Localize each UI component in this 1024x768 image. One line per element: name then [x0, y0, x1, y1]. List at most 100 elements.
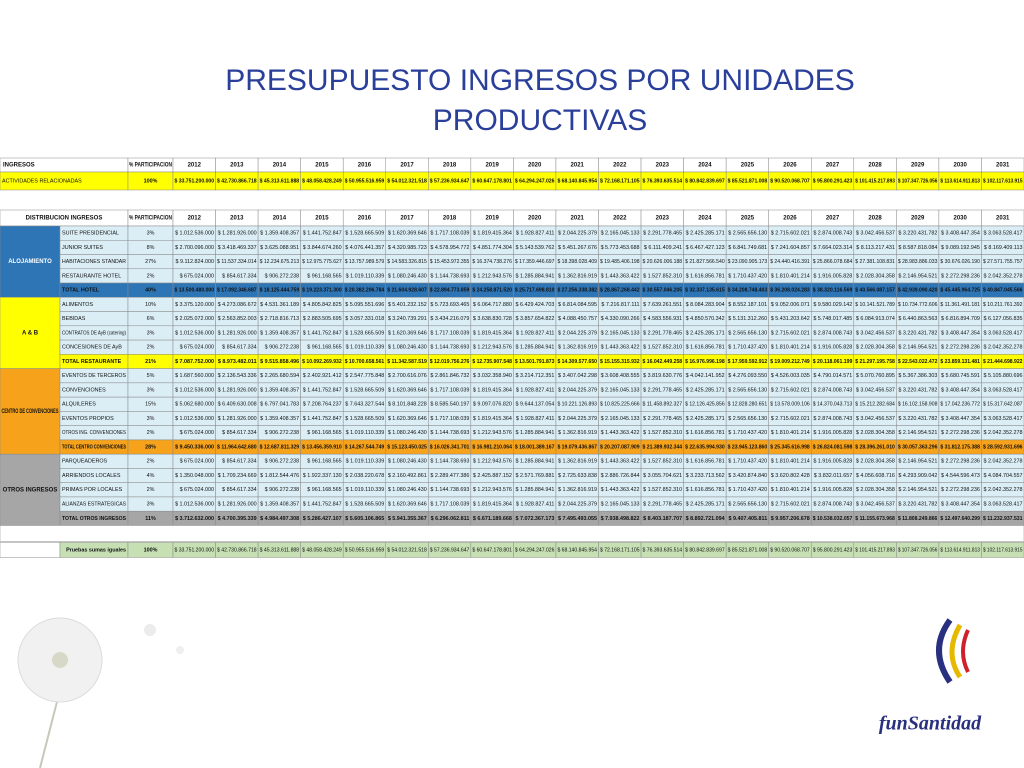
- cell-text: $ 906.272.238: [265, 345, 299, 351]
- cell-text: $ 675.024.000: [180, 345, 214, 351]
- cell-text: $ 2.563.852.003: [218, 316, 257, 322]
- cell-text: $ 9.097.076.820: [473, 402, 512, 408]
- cell-text: $ 1.928.827.411: [516, 330, 555, 336]
- cell-text: $ 1.916.005.828: [813, 345, 852, 351]
- cell-text: $ 8.585.540.197: [430, 402, 469, 408]
- cell-text: $ 3.042.456.537: [856, 387, 895, 393]
- cell-text: $ 20.626.006.188: [643, 259, 683, 265]
- cell-text: $ 45.445.964.725: [940, 288, 980, 294]
- cell-text: $ 16.102.158.908: [898, 402, 938, 408]
- cell-text: $ 1.019.110.339: [346, 273, 385, 279]
- cell-text: $ 961.168.565: [307, 430, 341, 436]
- cell-text: $ 4.790.014.571: [813, 373, 852, 379]
- cell-text: 21%: [145, 359, 156, 365]
- cell-text: 2020: [528, 216, 542, 222]
- cell-text: $ 8.892.721.094: [686, 516, 725, 522]
- cell-text: 2017: [400, 163, 414, 169]
- cell-text: DISTRIBUCION INGRESOS: [26, 216, 103, 222]
- cell-text: $ 40.847.045.566: [983, 288, 1023, 294]
- cell-text: CONTRATOS DE AyB (catering): [62, 330, 126, 336]
- cell-text: 2023: [656, 216, 670, 222]
- cell-text: $ 3.063.528.417: [984, 330, 1023, 336]
- cell-text: $ 5.605.106.865: [345, 516, 384, 522]
- cell-text: $ 2.042.352.278: [984, 345, 1023, 351]
- cell-text: $ 1.928.827.411: [516, 501, 555, 507]
- cell-text: $ 8.101.848.228: [388, 402, 427, 408]
- cell-text: $ 2.044.225.379: [558, 387, 597, 393]
- cell-text: $ 18.125.444.759: [260, 288, 300, 294]
- cell-text: $ 48.058.428.249: [302, 547, 342, 553]
- cell-text: $ 1.350.048.000: [175, 473, 214, 479]
- cell-text: $ 1.443.363.422: [601, 273, 640, 279]
- cell-text: 2016: [358, 216, 372, 222]
- cell-text: $ 8.113.217.431: [856, 245, 895, 251]
- cell-text: 2022: [613, 163, 627, 169]
- cell-text: $ 3.408.447.354: [941, 501, 980, 507]
- cell-text: OTROS INGRESOS: [3, 487, 58, 493]
- cell-text: $ 4.805.842.825: [303, 302, 342, 308]
- cell-text: 2031: [996, 163, 1010, 169]
- cell-text: CONCESIONES DE AyB: [62, 345, 122, 351]
- cell-text: $ 20.118.061.199: [813, 359, 853, 365]
- cell-text: $ 1.527.852.310: [643, 430, 682, 436]
- cell-text: $ 1.362.816.919: [558, 459, 597, 465]
- cell-text: $ 1.359.408.357: [260, 330, 299, 336]
- cell-text: $ 7.072.367.173: [515, 516, 554, 522]
- cell-text: $ 4.276.093.550: [728, 373, 767, 379]
- cell-text: $ 90.520.068.707: [770, 547, 810, 553]
- cell-text: $ 2.042.352.278: [984, 430, 1023, 436]
- cell-text: $ 1.212.943.576: [473, 273, 512, 279]
- cell-text: $ 34.208.748.403: [728, 288, 768, 294]
- cell-text: $ 19.009.212.749: [770, 359, 810, 365]
- cell-text: 2026: [783, 216, 797, 222]
- cell-text: $ 3.408.447.354: [941, 330, 980, 336]
- cell-text: $ 1.819.415.364: [473, 387, 512, 393]
- cell-text: $ 12.126.425.856: [685, 402, 725, 408]
- cell-text: ALIMENTOS: [62, 302, 93, 308]
- cell-text: 3%: [147, 501, 155, 507]
- cell-text: $ 2.146.954.521: [898, 345, 937, 351]
- cell-text: $ 2.042.352.278: [984, 273, 1023, 279]
- cell-text: $ 2.025.072.000: [175, 316, 214, 322]
- cell-text: $ 50.955.516.959: [345, 178, 385, 184]
- cell-text: $ 1.443.363.422: [601, 430, 640, 436]
- cell-text: $ 1.285.884.941: [515, 459, 554, 465]
- cell-text: 2030: [953, 216, 967, 222]
- cell-text: $ 1.527.852.310: [643, 345, 682, 351]
- cell-text: $ 2.402.921.412: [303, 373, 342, 379]
- cell-text: $ 3.042.456.537: [856, 231, 895, 237]
- cell-text: $ 2.160.492.861: [388, 473, 427, 479]
- cell-text: $ 3.625.088.951: [260, 245, 299, 251]
- cell-text: 2%: [147, 273, 155, 279]
- cell-text: 2031: [996, 216, 1010, 222]
- cell-text: $ 17.359.446.697: [515, 259, 555, 265]
- cell-text: 2027: [826, 163, 840, 169]
- cell-text: ACTIVIDADES RELACIONADAS: [2, 178, 82, 184]
- cell-text: 3%: [147, 416, 155, 422]
- cell-text: $ 1.285.884.941: [515, 430, 554, 436]
- cell-text: $ 1.281.926.000: [218, 416, 257, 422]
- cell-text: $ 2.044.225.379: [558, 330, 597, 336]
- cell-text: $ 2.715.602.021: [771, 387, 810, 393]
- cell-text: $ 1.916.005.828: [813, 430, 852, 436]
- cell-text: $ 1.616.856.781: [686, 273, 725, 279]
- cell-text: $ 2.028.304.358: [856, 487, 895, 493]
- cell-text: $ 854.617.334: [222, 345, 256, 351]
- cell-text: $ 2.146.954.521: [898, 487, 937, 493]
- cell-text: $ 3.712.632.000: [175, 516, 214, 522]
- cell-text: $ 4.984.497.308: [260, 516, 299, 522]
- cell-text: $ 5.286.427.107: [303, 516, 342, 522]
- cell-text: $ 1.019.110.339: [346, 430, 385, 436]
- title-line: PRODUCTIVAS: [433, 104, 647, 137]
- cell-text: $ 1.717.108.039: [430, 231, 469, 237]
- cell-text: PRIMAS POR LOCALES: [62, 487, 123, 493]
- cell-text: $ 30.057.363.296: [898, 444, 938, 450]
- cell-text: $ 1.285.884.941: [515, 345, 554, 351]
- cell-text: $ 1.212.943.576: [473, 345, 512, 351]
- cell-text: OTROS ING. CONVENCIONES: [62, 430, 126, 436]
- cell-text: 40%: [145, 288, 156, 294]
- cell-text: $ 3.832.011.657: [814, 473, 853, 479]
- cell-text: $ 3.420.874.840: [728, 473, 767, 479]
- cell-text: $ 961.168.565: [307, 487, 341, 493]
- cell-text: $ 4.056.608.716: [856, 473, 895, 479]
